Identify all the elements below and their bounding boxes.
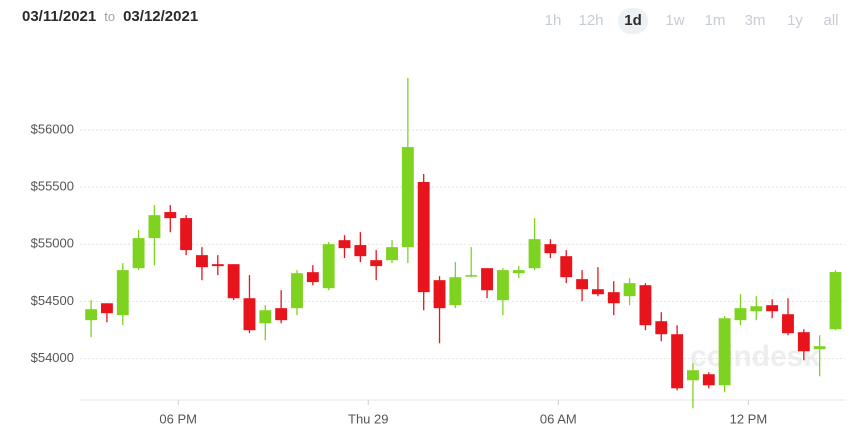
candle-body — [591, 289, 604, 295]
candle-body — [275, 308, 288, 321]
candle-body — [306, 272, 319, 283]
candle-body — [655, 321, 668, 335]
date-range: 03/11/2021 to 03/12/2021 — [22, 8, 198, 25]
candle-body — [734, 308, 747, 321]
candle-body — [417, 182, 430, 293]
x-tick-label: Thu 29 — [348, 411, 388, 426]
candle-body — [433, 280, 446, 309]
candle-body — [401, 147, 414, 248]
candle-body — [766, 305, 779, 312]
range-button[interactable]: 1d — [618, 8, 648, 34]
candle-body — [132, 238, 145, 269]
y-tick-label: $55000 — [31, 236, 74, 251]
candle-body — [481, 268, 493, 291]
y-tick-label: $55500 — [31, 179, 74, 194]
candle-body — [196, 255, 208, 268]
candle-body — [449, 277, 462, 306]
candle-body — [496, 270, 509, 301]
candle-body — [370, 260, 383, 267]
y-tick-label: $54500 — [31, 293, 74, 308]
candle-body — [750, 306, 763, 312]
candle-body — [354, 245, 367, 257]
candle-body — [607, 292, 620, 304]
y-tick-label: $54000 — [31, 350, 74, 365]
y-tick-label: $56000 — [31, 121, 74, 136]
candle-body — [386, 247, 398, 261]
candle-body — [560, 256, 573, 278]
candle-body — [259, 310, 272, 324]
range-button[interactable]: 1w — [665, 12, 685, 29]
candle-body — [291, 273, 303, 309]
range-button[interactable]: 1m — [704, 12, 726, 29]
range-button[interactable]: 1y — [787, 12, 803, 29]
candle-body — [623, 283, 636, 297]
candle-body — [544, 244, 557, 254]
candle-body — [100, 303, 113, 314]
date-to: 03/12/2021 — [123, 8, 199, 25]
candle-body — [576, 279, 589, 290]
candle-body — [243, 298, 256, 331]
candle-body — [227, 264, 240, 299]
candle-body — [702, 374, 715, 386]
candle-body — [687, 370, 699, 381]
candle-body — [782, 314, 794, 334]
range-button[interactable]: all — [823, 12, 839, 29]
range-button[interactable]: 12h — [578, 12, 604, 29]
range-button[interactable]: 3m — [744, 12, 766, 29]
candle-body — [180, 218, 193, 251]
x-tick-label: 12 PM — [730, 411, 768, 426]
range-selector: 1h 12h 1d 1w 1m 3m 1y all — [528, 8, 868, 34]
candle-body — [211, 264, 224, 267]
candle-body — [671, 334, 684, 389]
x-tick-label: 06 AM — [540, 411, 577, 426]
x-tick-label: 06 PM — [159, 411, 197, 426]
candle-body — [829, 272, 842, 330]
candle-body — [85, 309, 98, 321]
candle-body — [718, 318, 731, 386]
range-button[interactable]: 1h — [544, 12, 562, 29]
candle-body — [116, 270, 129, 316]
date-from: 03/11/2021 — [22, 8, 97, 25]
candle-body — [639, 285, 652, 326]
candle-body — [164, 212, 177, 219]
candle-body — [512, 270, 525, 274]
candle-body — [528, 239, 541, 269]
candle-body — [465, 275, 478, 277]
candle-body — [338, 240, 351, 249]
candle-body — [148, 215, 161, 239]
candle-body — [322, 244, 335, 289]
candle-body — [797, 332, 810, 352]
candle-body — [813, 346, 826, 350]
date-to-word: to — [104, 9, 116, 24]
